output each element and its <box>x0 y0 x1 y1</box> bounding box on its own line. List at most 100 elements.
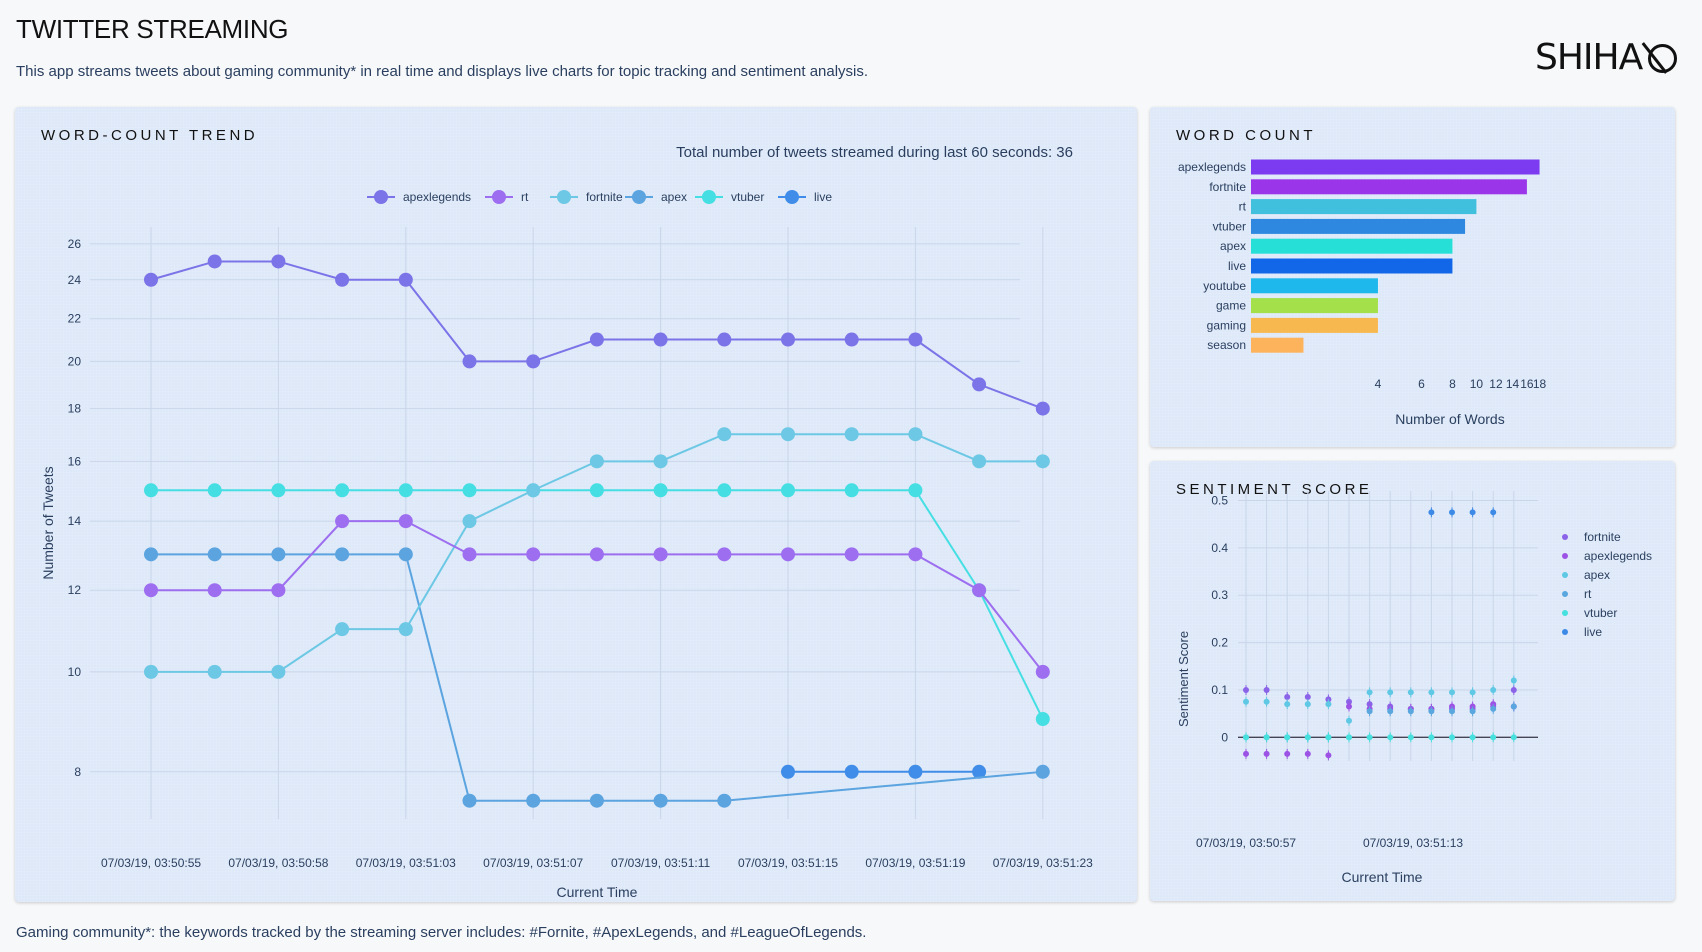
data-point-apex[interactable] <box>1284 701 1291 708</box>
data-point-rt[interactable] <box>1387 708 1394 715</box>
word-count-chart[interactable]: apexlegends fortnite rt vtuber apex live youtu… <box>1150 107 1675 447</box>
data-point-apex[interactable] <box>271 547 286 562</box>
data-point-apexlegends[interactable] <box>1346 703 1352 710</box>
data-point-rt[interactable] <box>844 547 859 562</box>
data-point-apex[interactable] <box>1243 698 1249 705</box>
data-point-rt[interactable] <box>1510 703 1517 710</box>
data-point-vtuber[interactable] <box>271 483 286 498</box>
data-point-rt[interactable] <box>207 583 222 598</box>
bar-gaming[interactable] <box>1251 317 1378 333</box>
data-point-apex[interactable] <box>717 793 732 808</box>
bar-apex[interactable] <box>1251 238 1453 254</box>
data-point-apexlegends[interactable] <box>1284 750 1291 757</box>
data-point-fortnite[interactable] <box>335 622 350 637</box>
data-point-vtuber[interactable] <box>1035 712 1050 727</box>
data-point-apex[interactable] <box>144 547 158 562</box>
data-point-fortnite[interactable] <box>589 454 604 469</box>
data-point-rt[interactable] <box>1407 708 1414 715</box>
data-point-vtuber[interactable] <box>207 483 222 498</box>
data-point-live[interactable] <box>1428 509 1435 516</box>
data-point-apex[interactable] <box>1469 689 1476 696</box>
data-point-vtuber[interactable] <box>1510 734 1517 741</box>
data-point-live[interactable] <box>1449 509 1455 516</box>
data-point-apexlegends[interactable] <box>144 272 158 287</box>
data-point-apexlegends[interactable] <box>526 354 541 369</box>
data-point-vtuber[interactable] <box>462 483 477 498</box>
data-point-vtuber[interactable] <box>1449 734 1455 741</box>
data-point-vtuber[interactable] <box>653 483 668 498</box>
data-point-apexlegends[interactable] <box>271 254 286 269</box>
data-point-apexlegends[interactable] <box>1035 401 1050 416</box>
data-point-apex[interactable] <box>1325 701 1332 708</box>
data-point-vtuber[interactable] <box>1387 734 1394 741</box>
data-point-vtuber[interactable] <box>844 483 859 498</box>
data-point-live[interactable] <box>908 764 923 779</box>
data-point-vtuber[interactable] <box>717 483 732 498</box>
data-point-fortnite[interactable] <box>398 622 413 637</box>
data-point-fortnite[interactable] <box>1284 694 1291 701</box>
data-point-rt[interactable] <box>589 547 604 562</box>
data-point-apex[interactable] <box>398 547 413 562</box>
data-point-apexlegends[interactable] <box>844 332 859 347</box>
data-point-live[interactable] <box>972 764 987 779</box>
data-point-rt[interactable] <box>398 514 413 529</box>
data-point-vtuber[interactable] <box>398 483 413 498</box>
data-point-vtuber[interactable] <box>781 483 795 498</box>
data-point-apexlegends[interactable] <box>1325 752 1332 759</box>
data-point-vtuber[interactable] <box>1469 734 1476 741</box>
data-point-apex[interactable] <box>335 547 350 562</box>
data-point-rt[interactable] <box>1366 708 1373 715</box>
sentiment-score-chart[interactable]: 0 0.1 0.2 0.3 0.4 0.5 07/03/19, 03:50:57 07/03/… <box>1150 461 1675 901</box>
data-point-fortnite[interactable] <box>653 454 668 469</box>
word-count-trend-chart[interactable]: Total number of tweets streamed during l… <box>15 107 1137 902</box>
data-point-apexlegends[interactable] <box>972 377 987 392</box>
data-point-apex[interactable] <box>1035 764 1050 779</box>
data-point-fortnite[interactable] <box>271 664 286 679</box>
data-point-apexlegends[interactable] <box>589 332 604 347</box>
data-point-apex[interactable] <box>1449 689 1455 696</box>
data-point-apexlegends[interactable] <box>1263 750 1270 757</box>
data-point-rt[interactable] <box>462 547 477 562</box>
data-point-rt[interactable] <box>653 547 668 562</box>
data-point-vtuber[interactable] <box>1284 734 1291 741</box>
bar-fortnite[interactable] <box>1251 179 1527 195</box>
bar-apexlegends[interactable] <box>1251 159 1540 175</box>
data-point-vtuber[interactable] <box>589 483 604 498</box>
data-point-fortnite[interactable] <box>207 664 222 679</box>
data-point-apex[interactable] <box>589 793 604 808</box>
bar-youtube[interactable] <box>1251 278 1378 294</box>
data-point-fortnite[interactable] <box>526 483 541 498</box>
data-point-fortnite[interactable] <box>1243 686 1249 693</box>
data-point-apex[interactable] <box>1407 689 1414 696</box>
data-point-rt[interactable] <box>972 583 987 598</box>
data-point-rt[interactable] <box>144 583 158 598</box>
data-point-rt[interactable] <box>1490 705 1497 712</box>
data-point-apexlegends[interactable] <box>1243 750 1249 757</box>
data-point-live[interactable] <box>1490 509 1497 516</box>
data-point-rt[interactable] <box>1428 708 1435 715</box>
data-point-apexlegends[interactable] <box>717 332 732 347</box>
bar-vtuber[interactable] <box>1251 218 1466 234</box>
data-point-apex[interactable] <box>653 793 668 808</box>
data-point-live[interactable] <box>1469 509 1476 516</box>
data-point-rt[interactable] <box>1449 708 1455 715</box>
data-point-apex[interactable] <box>1346 717 1352 724</box>
data-point-fortnite[interactable] <box>781 427 795 442</box>
data-point-apex[interactable] <box>462 793 477 808</box>
data-point-rt[interactable] <box>335 514 350 529</box>
data-point-fortnite[interactable] <box>717 427 732 442</box>
data-point-fortnite[interactable] <box>1035 454 1050 469</box>
data-point-vtuber[interactable] <box>1346 734 1352 741</box>
data-point-fortnite[interactable] <box>972 454 987 469</box>
data-point-fortnite[interactable] <box>844 427 859 442</box>
bar-season[interactable] <box>1251 337 1304 353</box>
data-point-apexlegends[interactable] <box>653 332 668 347</box>
data-point-apexlegends[interactable] <box>207 254 222 269</box>
data-point-apex[interactable] <box>526 793 541 808</box>
data-point-fortnite[interactable] <box>908 427 923 442</box>
data-point-live[interactable] <box>844 764 859 779</box>
bar-live[interactable] <box>1251 258 1453 274</box>
data-point-apexlegends[interactable] <box>462 354 477 369</box>
data-point-apexlegends[interactable] <box>908 332 923 347</box>
data-point-rt[interactable] <box>1469 708 1476 715</box>
